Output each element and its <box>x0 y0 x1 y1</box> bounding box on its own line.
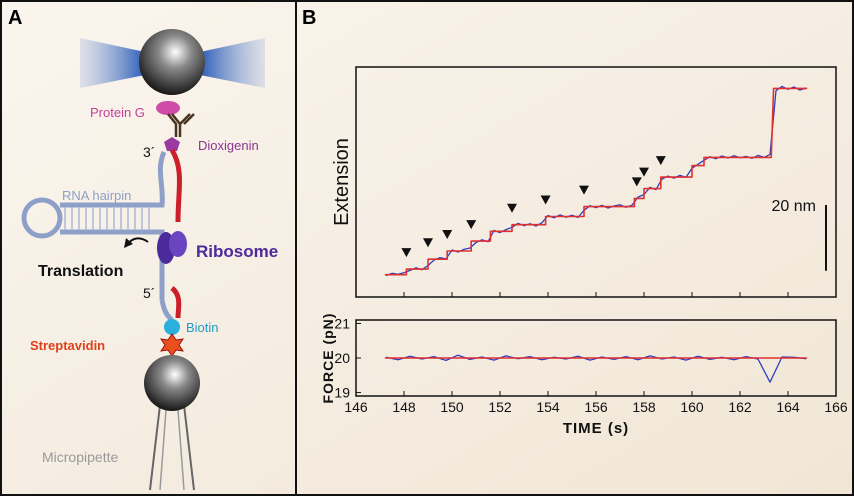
scale-bar-label: 20 nm <box>772 198 816 215</box>
x-tick-label: 156 <box>584 399 608 415</box>
y-tick-label: 20 <box>334 350 350 366</box>
x-tick-label: 150 <box>440 399 464 415</box>
data-line <box>384 87 808 276</box>
diagram-label: Streptavidin <box>30 338 105 353</box>
diagram-label: Micropipette <box>42 449 118 465</box>
y-axis-label: FORCE (pN) <box>320 313 336 404</box>
y-tick-label: 21 <box>334 315 350 331</box>
y-tick-label: 19 <box>334 385 350 401</box>
step-marker <box>423 238 433 248</box>
step-marker <box>442 230 453 239</box>
x-tick-label: 164 <box>776 399 800 415</box>
x-axis-label: TIME (s) <box>563 420 629 437</box>
step-marker <box>401 248 412 258</box>
diagram-label: Translation <box>38 263 123 280</box>
x-tick-label: 162 <box>728 399 752 415</box>
step-marker <box>579 185 589 195</box>
diagram-label: Protein G <box>90 105 145 120</box>
x-tick-label: 154 <box>536 399 560 415</box>
y-axis-label: Extension <box>331 138 353 226</box>
step-marker <box>507 203 517 213</box>
diagram <box>21 29 265 491</box>
step-marker <box>631 177 642 187</box>
x-tick-label: 152 <box>488 399 512 415</box>
x-tick-label: 148 <box>392 399 416 415</box>
step-marker <box>639 167 649 177</box>
diagram-label: Ribosome <box>196 242 278 261</box>
step-marker <box>655 156 666 166</box>
diagram-label: 5´ <box>143 285 155 301</box>
panel-label: A <box>8 7 22 29</box>
panel-label: B <box>302 7 316 29</box>
x-tick-label: 160 <box>680 399 704 415</box>
x-tick-label: 146 <box>344 399 368 415</box>
diagram-label: Biotin <box>186 320 219 335</box>
diagram-label: 3´ <box>143 144 155 160</box>
x-tick-label: 158 <box>632 399 656 415</box>
step-marker <box>540 195 551 205</box>
diagram-label: Dioxigenin <box>198 138 259 153</box>
step-marker <box>466 220 477 230</box>
diagram-label: RNA hairpin <box>62 188 131 203</box>
x-tick-label: 166 <box>824 399 848 415</box>
